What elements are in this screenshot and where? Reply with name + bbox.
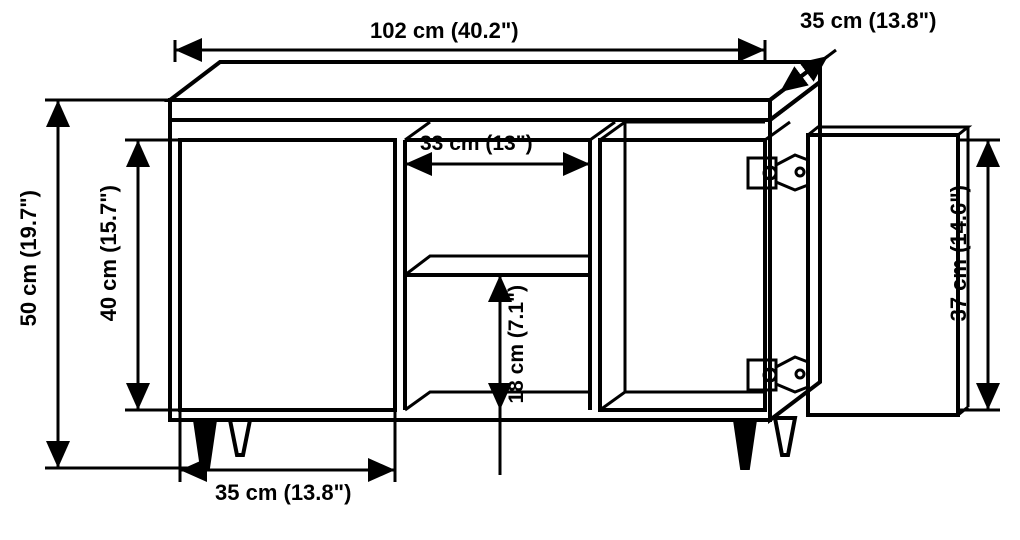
label-door-width: 35 cm (13.8"): [215, 480, 351, 506]
tabletop: [170, 62, 820, 120]
hinge-top: [748, 155, 808, 190]
hinge-bottom: [748, 357, 808, 392]
label-total-height: 50 cm (19.7"): [16, 190, 42, 326]
right-door-open: [808, 127, 968, 415]
drawing-canvas: 102 cm (40.2") 35 cm (13.8") 50 cm (19.7…: [0, 0, 1020, 540]
label-total-width: 102 cm (40.2"): [370, 18, 519, 44]
label-shelf-height: 18 cm (7.1"): [505, 285, 529, 404]
right-cabinet-interior: [600, 122, 790, 410]
label-shelf-width: 33 cm (13"): [420, 132, 533, 156]
label-door-height: 40 cm (15.7"): [96, 185, 122, 321]
furniture-diagram: [0, 0, 1020, 540]
left-door: [180, 140, 395, 410]
label-inner-height: 37 cm (14.6"): [946, 185, 972, 321]
label-total-depth: 35 cm (13.8"): [800, 8, 936, 34]
legs: [195, 418, 795, 468]
